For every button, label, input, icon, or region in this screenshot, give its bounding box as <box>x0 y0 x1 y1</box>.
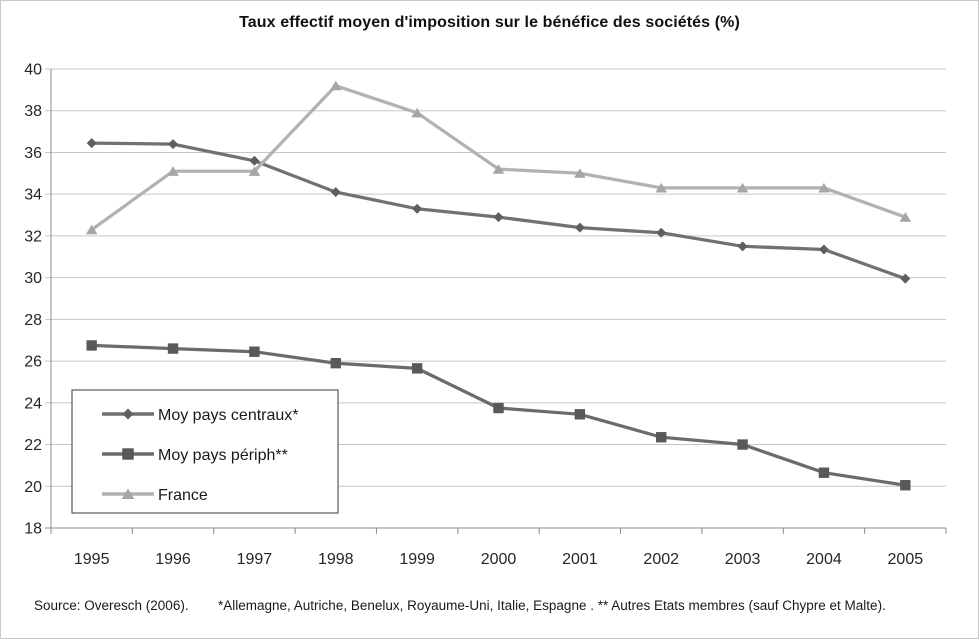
data-point-moy-pays-p-riph <box>330 357 341 369</box>
x-axis-tick-label: 2003 <box>725 551 761 568</box>
y-axis-tick-label: 32 <box>24 228 42 245</box>
line-chart: 18 20 22 24 26 28 30 32 34 36 38 40 1995 1996 1997 1998… <box>24 62 947 568</box>
series-moy-pays-p-riph <box>86 340 911 491</box>
triangle-marker-icon <box>121 488 135 500</box>
y-axis-tick-label: 36 <box>24 145 42 162</box>
data-point-france <box>655 182 668 193</box>
data-point-france <box>411 107 423 118</box>
y-axis-tick-label: 26 <box>24 354 42 371</box>
series-france <box>85 80 912 235</box>
data-point-moy-pays-p-riph <box>900 480 911 491</box>
data-point-moy-pays-p-riph <box>411 363 423 374</box>
data-point-france <box>574 168 586 178</box>
data-point-moy-pays-p-riph <box>737 439 748 450</box>
data-point-moy-pays-centraux <box>168 139 179 150</box>
series-line-france <box>90 83 906 232</box>
data-point-moy-pays-centraux <box>86 138 97 149</box>
x-axis-tick-label: 1999 <box>399 551 435 568</box>
data-point-moy-pays-centraux <box>249 155 260 166</box>
data-point-moy-pays-p-riph <box>818 467 830 478</box>
chart-title: Taux effectif moyen d'imposition sur le … <box>239 14 740 31</box>
legend-entry-france: France <box>102 487 208 504</box>
x-axis-tick-label: 2005 <box>888 551 924 568</box>
data-point-moy-pays-p-riph <box>574 409 586 420</box>
y-axis-tick-label: 40 <box>24 62 42 79</box>
data-point-moy-pays-centraux <box>412 203 423 214</box>
source-note: Source: Overesch (2006). <box>34 598 189 613</box>
data-point-moy-pays-centraux <box>574 222 585 233</box>
data-point-moy-pays-centraux <box>818 244 829 255</box>
legend-label: Moy pays centraux* <box>158 407 299 424</box>
data-point-moy-pays-p-riph <box>249 346 260 357</box>
diamond-marker-icon <box>122 408 134 420</box>
data-point-moy-pays-centraux <box>493 212 504 223</box>
y-axis-tick-label: 22 <box>24 437 42 454</box>
legend-label: Moy pays périph** <box>158 447 288 464</box>
legend-label: France <box>158 487 208 504</box>
y-axis-tick-label: 20 <box>24 479 42 496</box>
x-axis-tick-label: 2004 <box>806 551 842 568</box>
data-point-france <box>248 166 261 176</box>
data-point-france <box>736 182 749 193</box>
data-point-moy-pays-p-riph <box>493 402 504 414</box>
x-axis-tick-label: 1996 <box>155 551 191 568</box>
footnote: *Allemagne, Autriche, Benelux, Royaume-U… <box>218 598 886 613</box>
data-point-moy-pays-centraux <box>737 241 748 252</box>
y-axis-tick-label: 30 <box>24 270 42 287</box>
y-axis-tick-label: 38 <box>24 103 42 120</box>
data-point-france <box>899 212 912 222</box>
square-marker-icon <box>122 448 134 460</box>
x-axis-tick-label: 1995 <box>74 551 110 568</box>
legend: Moy pays centraux* Moy pays périph** Franc… <box>71 389 339 514</box>
y-axis-tick-label: 18 <box>24 521 42 538</box>
data-point-france <box>329 80 342 91</box>
y-axis-tick-label: 28 <box>24 312 42 329</box>
data-point-france <box>167 166 179 176</box>
series-line-moy-pays-centraux <box>91 141 906 281</box>
data-point-moy-pays-p-riph <box>86 340 97 351</box>
y-axis-tick-label: 24 <box>24 395 42 412</box>
series-moy-pays-centraux <box>86 138 911 284</box>
y-axis-tick-label: 34 <box>24 187 42 204</box>
data-point-france <box>85 224 98 235</box>
data-point-moy-pays-p-riph <box>167 343 179 354</box>
data-point-moy-pays-centraux <box>900 273 911 284</box>
legend-entry-moy-pays-centraux: Moy pays centraux* <box>102 407 299 424</box>
data-point-moy-pays-centraux <box>330 187 341 198</box>
x-axis-tick-label: 2000 <box>481 551 517 568</box>
x-axis-tick-label: 1998 <box>318 551 354 568</box>
data-point-france <box>818 182 830 193</box>
x-axis-tick-label: 2002 <box>643 551 679 568</box>
data-point-moy-pays-p-riph <box>656 432 667 443</box>
x-axis-tick-label: 2001 <box>562 551 598 568</box>
legend-entry-moy-pays-p-riph: Moy pays périph** <box>102 447 288 464</box>
data-point-france <box>492 164 505 174</box>
data-point-moy-pays-centraux <box>656 227 667 238</box>
x-axis-tick-label: 1997 <box>237 551 273 568</box>
